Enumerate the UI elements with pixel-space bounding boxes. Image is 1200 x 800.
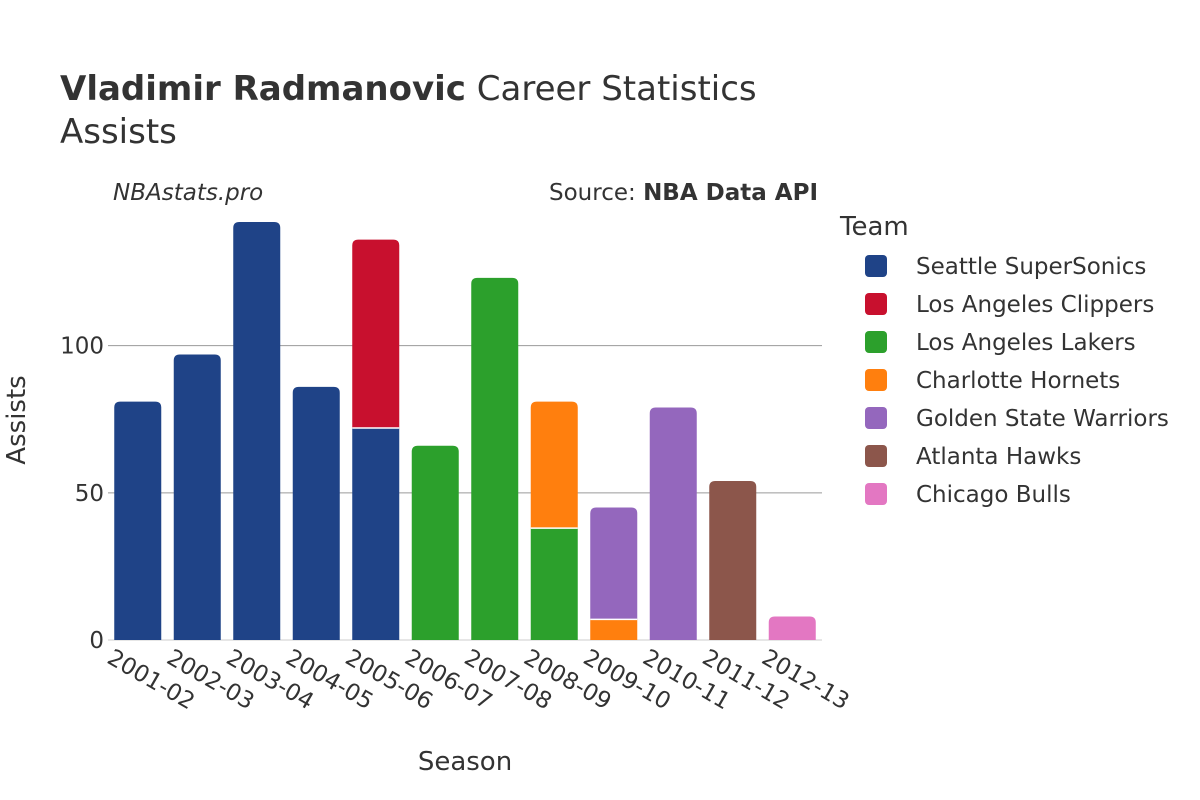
legend-title: Team <box>839 212 909 242</box>
legend-swatch <box>865 331 887 353</box>
bar-segment <box>649 407 697 640</box>
legend-label: Atlanta Hawks <box>916 444 1081 470</box>
legend-swatch <box>865 255 887 277</box>
legend-label: Chicago Bulls <box>916 482 1071 508</box>
legend-label: Los Angeles Clippers <box>916 292 1154 318</box>
x-tick-labels: 2001-022002-032003-042004-052005-062006-… <box>103 645 854 716</box>
svg-text:Vladimir Radmanovic Career Sta: Vladimir Radmanovic Career Statistics <box>60 69 757 109</box>
legend-label: Seattle SuperSonics <box>916 254 1146 280</box>
legend-swatch <box>865 445 887 467</box>
legend-swatch <box>865 407 887 429</box>
bar-segment <box>233 222 281 640</box>
bar-segment <box>114 401 162 640</box>
bar-segment <box>530 528 578 640</box>
chart-subtitle: Assists <box>60 112 177 152</box>
legend-swatch <box>865 293 887 315</box>
bar-segment <box>352 428 400 640</box>
watermark: NBAstats.pro <box>113 180 263 206</box>
y-tick-label: 50 <box>75 481 104 507</box>
y-tick-labels: 0 50 100 <box>60 334 104 654</box>
bar-segment <box>530 401 578 529</box>
bar-segment <box>173 354 221 640</box>
legend-label: Golden State Warriors <box>916 406 1169 432</box>
x-axis-title: Season <box>418 747 512 777</box>
y-tick-label: 0 <box>89 628 104 654</box>
bar-segment <box>709 481 757 640</box>
legend-swatch <box>865 483 887 505</box>
bar-segment <box>768 616 816 640</box>
player-name: Vladimir Radmanovic <box>60 69 466 109</box>
legend-label: Charlotte Hornets <box>916 368 1120 394</box>
source-note: Source: NBA Data API <box>549 180 818 206</box>
legend-label: Los Angeles Lakers <box>916 330 1136 356</box>
bar-segment <box>292 386 340 640</box>
title-suffix: Career Statistics <box>466 69 757 109</box>
chart-title: Vladimir Radmanovic Career Statistics As… <box>60 69 757 152</box>
bar-segment <box>471 277 519 640</box>
bar-segment <box>411 445 459 640</box>
bar-segment <box>590 619 638 640</box>
y-tick-label: 100 <box>60 334 104 360</box>
bars <box>114 222 816 640</box>
source-prefix: Source: <box>549 180 643 206</box>
bar-segment <box>590 507 638 620</box>
source-name: NBA Data API <box>643 180 818 206</box>
y-axis-title: Assists <box>2 375 32 464</box>
legend-swatch <box>865 369 887 391</box>
gridlines <box>108 345 822 641</box>
bar-segment <box>352 239 400 429</box>
legend: Team Seattle SuperSonics Los Angeles Clip… <box>839 212 1169 508</box>
